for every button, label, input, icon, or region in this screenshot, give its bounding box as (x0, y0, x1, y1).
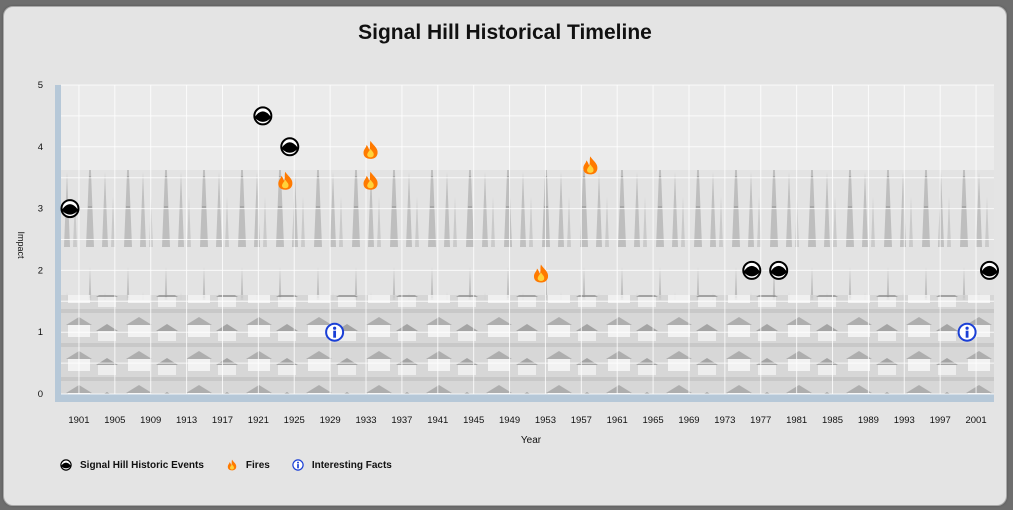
x-tick-label: 1981 (786, 415, 807, 426)
x-tick-label: 1957 (571, 415, 592, 426)
y-tick-label: 3 (38, 204, 43, 215)
x-tick-label: 1953 (535, 415, 556, 426)
drop-fill (770, 265, 787, 277)
drop-fill (981, 265, 998, 277)
data-point-flame[interactable] (363, 171, 378, 190)
x-tick-label: 1917 (212, 415, 233, 426)
data-point-oil-drop[interactable] (742, 260, 762, 280)
x-tick-label: 1921 (248, 415, 269, 426)
flame-inner (367, 148, 374, 158)
x-tick-label: 1945 (463, 415, 484, 426)
x-tick-label: 1929 (320, 415, 341, 426)
x-tick-label: 1949 (499, 415, 520, 426)
data-point-flame[interactable] (278, 171, 293, 190)
x-tick-label: 1977 (750, 415, 771, 426)
x-tick-label: 1937 (391, 415, 412, 426)
drop-fill (61, 204, 78, 215)
data-point-oil-drop[interactable] (980, 260, 1000, 280)
x-tick-label: 1913 (176, 415, 197, 426)
x-tick-label: 1901 (68, 415, 89, 426)
chart-panel: Signal Hill Historical Timeline 1901 (3, 6, 1007, 506)
legend-item-events[interactable]: Signal Hill Historic Events (60, 459, 204, 471)
axes: 1901 1905 1909 1913 1917 1921 1925 1929 1933 1937… (38, 80, 987, 426)
flame-inner (367, 179, 374, 189)
x-tick-label: 1961 (607, 415, 628, 426)
x-tick-label: 1993 (894, 415, 915, 426)
legend-item-facts[interactable]: Interesting Facts (292, 459, 392, 471)
timeline-chart: 1901 1905 1909 1913 1917 1921 1925 1929 1933 1937… (16, 80, 1000, 446)
legend-label-events: Signal Hill Historic Events (80, 459, 204, 471)
data-point-info[interactable] (957, 322, 977, 342)
data-point-flame[interactable] (363, 140, 378, 159)
x-tick-label: 1905 (104, 415, 125, 426)
info-stem (965, 330, 969, 338)
y-tick-label: 4 (38, 142, 43, 153)
drop-fill (743, 265, 760, 277)
y-tick-label: 1 (38, 327, 43, 338)
flame-inner (537, 272, 545, 281)
x-tick-label: 1925 (284, 415, 305, 426)
legend-label-facts: Interesting Facts (311, 459, 392, 471)
x-tick-label: 1985 (822, 415, 843, 426)
data-point-flame[interactable] (583, 156, 598, 175)
x-axis-label: Year (521, 435, 542, 446)
x-tick-label: 1969 (678, 415, 699, 426)
data-marks (60, 106, 1000, 342)
drop-fill (254, 111, 271, 122)
y-tick-label: 5 (38, 80, 43, 91)
chart-title: Signal Hill Historical Timeline (358, 21, 652, 44)
flame-icon (227, 459, 237, 471)
y-axis-label: Impact (16, 231, 26, 259)
data-point-oil-drop[interactable] (769, 260, 789, 280)
x-tick-label: 1909 (140, 415, 161, 426)
data-point-oil-drop[interactable] (280, 137, 300, 157)
legend-label-fires: Fires (245, 459, 270, 471)
x-tick-label: 1933 (355, 415, 376, 426)
data-point-flame[interactable] (533, 264, 549, 283)
data-point-oil-drop[interactable] (253, 106, 273, 126)
x-tick-label: 1965 (643, 415, 664, 426)
info-dot (333, 326, 337, 330)
x-tick-label: 1997 (930, 415, 951, 426)
y-axis-band (55, 85, 61, 402)
x-axis-band (55, 394, 994, 402)
info-dot (965, 326, 969, 330)
x-tick-label: 2001 (965, 415, 986, 426)
legend: Signal Hill Historic Events Fires Intere… (60, 459, 414, 471)
flame-inner (587, 164, 594, 173)
info-icon (292, 459, 304, 471)
y-tick-label: 2 (38, 265, 43, 276)
x-tick-label: 1989 (858, 415, 879, 426)
drop-fill (281, 142, 298, 153)
plot-area (55, 85, 994, 402)
data-point-info[interactable] (325, 322, 345, 342)
info-stem (333, 330, 337, 338)
flame-inner (282, 179, 289, 189)
legend-item-fires[interactable]: Fires (226, 459, 270, 471)
houses-photo (61, 295, 994, 394)
oil-drop-icon (60, 459, 72, 471)
derrick-photo (61, 170, 994, 300)
data-point-oil-drop[interactable] (60, 199, 80, 219)
x-tick-label: 1941 (427, 415, 448, 426)
x-tick-label: 1973 (714, 415, 735, 426)
grid (61, 84, 994, 395)
y-tick-label: 0 (38, 389, 43, 400)
